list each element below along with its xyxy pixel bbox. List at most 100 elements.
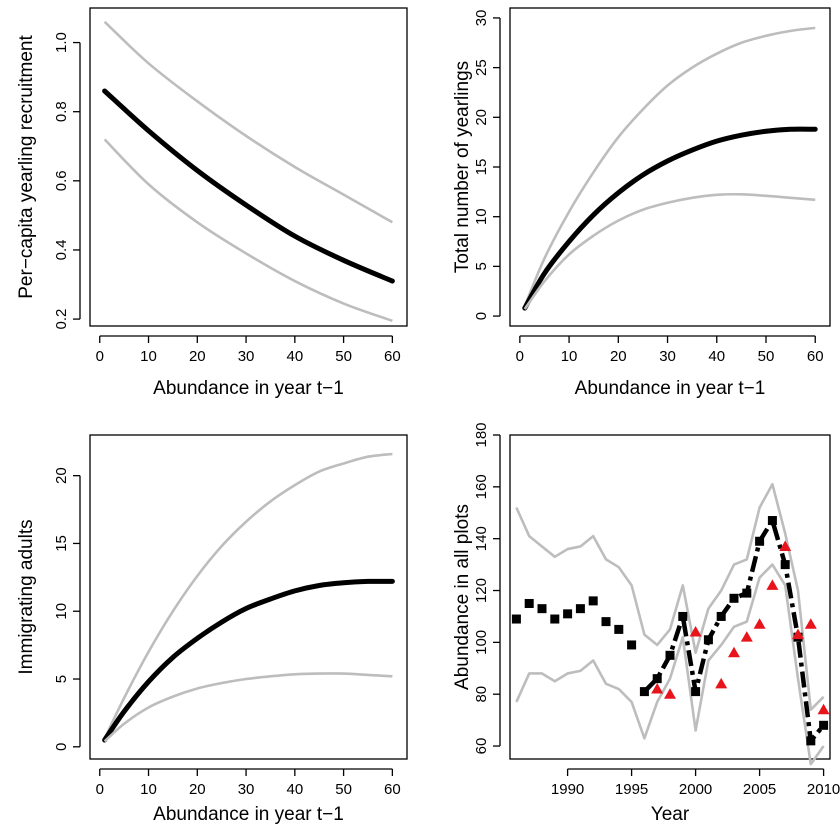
panel-d-observed-point — [753, 618, 766, 629]
panel-d-estimated-point — [563, 609, 573, 619]
panel-d-y-tick-label: 120 — [473, 578, 490, 603]
panel-c-y-tick-label: 5 — [53, 675, 70, 683]
panel-d-estimated-point — [755, 536, 765, 546]
panel-a-y-tick-label: 0.2 — [53, 309, 70, 330]
panel-a-x-tick-label: 50 — [335, 348, 352, 365]
panel-d-observed-point — [740, 631, 753, 642]
panel-c-y-axis-title: Immigrating adults — [16, 519, 37, 674]
panel-d-estimated-point — [819, 720, 829, 730]
panel-d-x-tick-label: 2010 — [807, 781, 840, 798]
panel-c-x-tick-label: 40 — [286, 781, 303, 798]
panel-d-x-tick-label: 2005 — [743, 781, 776, 798]
panel-d-observed-point — [651, 683, 664, 694]
panel-b-x-axis-title: Abundance in year t−1 — [575, 378, 766, 399]
panel-d-estimated-point — [639, 687, 649, 697]
panel-c-x-tick-label: 0 — [96, 781, 104, 798]
panel-d-estimated-point — [588, 596, 598, 606]
panel-a-x-tick-label: 0 — [96, 348, 104, 365]
panel-d-estimated-point — [652, 674, 662, 684]
panel-d-y-tick-label: 100 — [473, 630, 490, 655]
panel-d-observed-point — [779, 540, 792, 551]
panel-d-x-tick-label: 2000 — [679, 781, 712, 798]
panel-c-y-tick-label: 15 — [53, 535, 70, 552]
panel-b: 0 10 20 30 40 50 60 0 5 10 15 20 25 30 Abundance in ye… — [452, 7, 831, 399]
panel-c-x-tick-label: 20 — [189, 781, 206, 798]
panel-a-x-tick-label: 60 — [384, 348, 401, 365]
panel-c-x-tick-label: 30 — [238, 781, 255, 798]
panel-d-estimated-point — [716, 611, 726, 621]
panel-d-y-tick-label: 180 — [473, 422, 490, 447]
panel-d: 1990 1995 2000 2005 2010 60 80 100 120 140 160 180 Y… — [452, 422, 840, 825]
panel-a-y-tick-label: 0.6 — [53, 170, 70, 191]
panel-c-ci-lower-line — [103, 672, 393, 743]
panel-b-y-tick-label: 20 — [473, 109, 490, 126]
panel-d-estimated-point — [780, 560, 790, 570]
panel-d-observed-point — [804, 618, 817, 629]
panel-c-x-tick-label: 10 — [140, 781, 157, 798]
panel-d-x-tick-label: 1990 — [551, 781, 584, 798]
panel-d-observed-point — [715, 677, 728, 689]
panel-d-x-tick-label: 1995 — [615, 781, 648, 798]
panel-d-estimated-point — [601, 617, 611, 627]
panel-a-y-tick-label: 1.0 — [53, 32, 70, 53]
panel-c-y-tick-label: 10 — [53, 603, 70, 620]
panel-a-y-axis-title: Per−capita yearling recruitment — [16, 35, 37, 299]
panel-d-estimated-point — [665, 650, 675, 660]
panel-b-x-tick-label: 20 — [610, 348, 627, 365]
panel-a-mean-line — [102, 88, 395, 284]
panel-a-ci-lower-line — [103, 138, 393, 323]
panel-d-ci-lower-line — [515, 563, 825, 766]
panel-c-ci-upper-line — [103, 452, 393, 740]
panel-d-observed-point — [766, 579, 779, 590]
panel-c-y-tick-label: 0 — [53, 743, 70, 751]
panel-d-estimated-point — [806, 736, 816, 746]
panel-d-observed-point — [664, 688, 676, 699]
panel-c-x-tick-label: 60 — [384, 781, 401, 798]
panel-a-x-axis-title: Abundance in year t−1 — [153, 378, 344, 399]
panel-b-x-tick-label: 10 — [561, 348, 578, 365]
panel-b-x-tick-label: 50 — [758, 348, 775, 365]
panel-d-y-tick-label: 60 — [473, 738, 490, 755]
panel-b-y-tick-label: 10 — [473, 208, 490, 225]
panel-d-plot-frame — [509, 434, 831, 760]
panel-d-estimated-point — [703, 635, 713, 645]
panel-d-estimated-point — [550, 614, 560, 624]
panel-d-ci-upper-line — [515, 482, 825, 712]
panel-d-mean-dashed-line — [642, 518, 826, 744]
panel-b-y-tick-label: 0 — [473, 312, 490, 320]
panel-c-x-tick-label: 50 — [335, 781, 352, 798]
panel-b-x-tick-label: 60 — [807, 348, 824, 365]
panel-b-y-tick-label: 5 — [473, 262, 490, 270]
panel-a-plot-frame — [89, 7, 408, 327]
panel-d-y-tick-label: 160 — [473, 474, 490, 499]
panel-b-y-tick-label: 15 — [473, 159, 490, 176]
panel-d-estimated-point — [524, 598, 534, 608]
panel-a-x-tick-label: 10 — [140, 348, 157, 365]
panel-d-y-tick-label: 80 — [473, 686, 490, 703]
panel-b-ci-lower-line — [523, 192, 816, 310]
panel-b-x-tick-label: 30 — [659, 348, 676, 365]
panel-b-mean-line — [522, 126, 818, 311]
panel-c-y-tick-label: 20 — [53, 467, 70, 484]
panel-b-ci-upper-line — [523, 26, 816, 307]
panel-a-x-tick-label: 20 — [189, 348, 206, 365]
panel-d-estimated-point — [767, 516, 777, 526]
panel-d-estimated-point — [678, 611, 688, 621]
panel-b-y-axis-title: Total number of yearlings — [452, 61, 473, 273]
panel-d-y-tick-label: 140 — [473, 526, 490, 551]
panel-b-y-tick-label: 25 — [473, 59, 490, 76]
panel-d-observed-point — [689, 625, 702, 637]
panel-a-ci-upper-line — [103, 20, 394, 224]
panel-d-estimated-point — [511, 614, 521, 624]
panel-d-observed-point — [817, 703, 830, 715]
panel-a-x-tick-label: 40 — [286, 348, 303, 365]
panel-d-estimated-point — [742, 588, 752, 598]
panel-a: 0 10 20 30 40 50 60 0.2 0.4 0.6 0.8 1.0 Abundance in… — [16, 7, 408, 399]
panel-a-y-tick-label: 0.4 — [53, 240, 70, 261]
panel-b-x-tick-label: 40 — [708, 348, 725, 365]
panel-d-estimated-point — [729, 593, 739, 603]
panel-d-observed-point — [728, 646, 740, 658]
panel-d-estimated-point — [691, 687, 701, 697]
panel-d-estimated-point — [627, 640, 637, 650]
